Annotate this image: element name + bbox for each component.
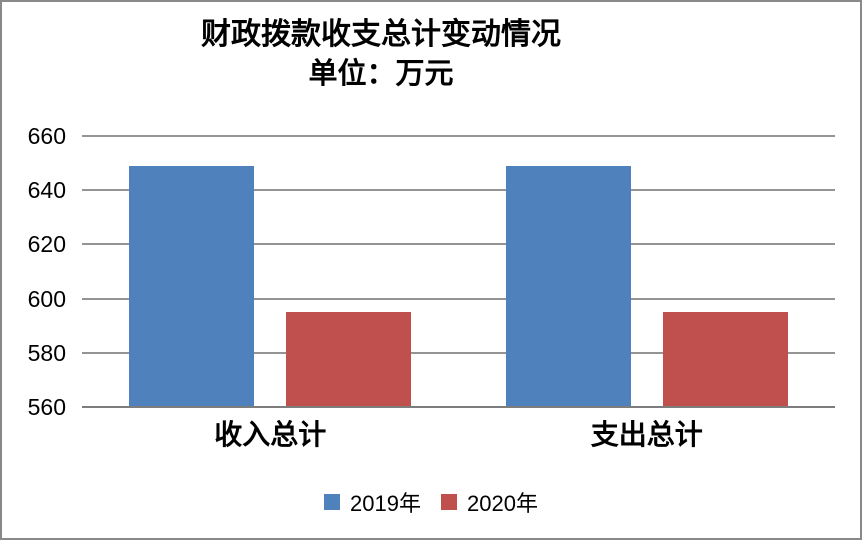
gridline — [82, 243, 835, 246]
gridline — [82, 406, 835, 408]
legend-label: 2019年 — [350, 491, 421, 516]
legend-item: 2019年 — [324, 486, 421, 518]
chart-title-block: 财政拨款收支总计变动情况 单位：万元 — [2, 14, 760, 92]
chart-title: 财政拨款收支总计变动情况 — [201, 18, 561, 51]
bar-s0-c0 — [129, 165, 255, 406]
gridline — [82, 189, 835, 192]
legend-item: 2020年 — [441, 486, 538, 518]
legend-swatch — [441, 494, 457, 510]
bar-s1-c0 — [286, 312, 412, 406]
legend: 2019年 2020年 — [2, 486, 860, 518]
legend-label: 2020年 — [467, 491, 538, 516]
y-axis-tick-label: 620 — [27, 231, 66, 258]
y-axis-tick-label: 640 — [27, 177, 66, 204]
y-axis-tick-label: 560 — [27, 394, 66, 420]
y-axis-tick-label: 660 — [27, 123, 66, 149]
y-axis-tick-label: 600 — [27, 285, 66, 312]
legend-swatch — [324, 494, 341, 510]
gridline — [82, 351, 835, 354]
gridline — [82, 297, 835, 300]
chart-subtitle: 单位：万元 — [308, 58, 454, 90]
bar-s1-c1 — [662, 312, 788, 406]
x-axis-category-label: 支出总计 — [590, 419, 703, 450]
y-axis-tick-label: 580 — [27, 339, 66, 366]
bar-s0-c1 — [505, 165, 631, 406]
x-axis-category-label: 收入总计 — [214, 419, 327, 450]
gridline — [82, 135, 835, 137]
